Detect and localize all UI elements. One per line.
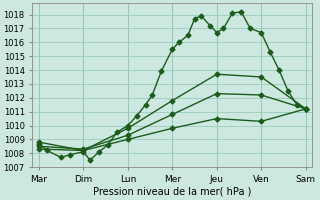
X-axis label: Pression niveau de la mer( hPa ): Pression niveau de la mer( hPa )	[93, 187, 252, 197]
